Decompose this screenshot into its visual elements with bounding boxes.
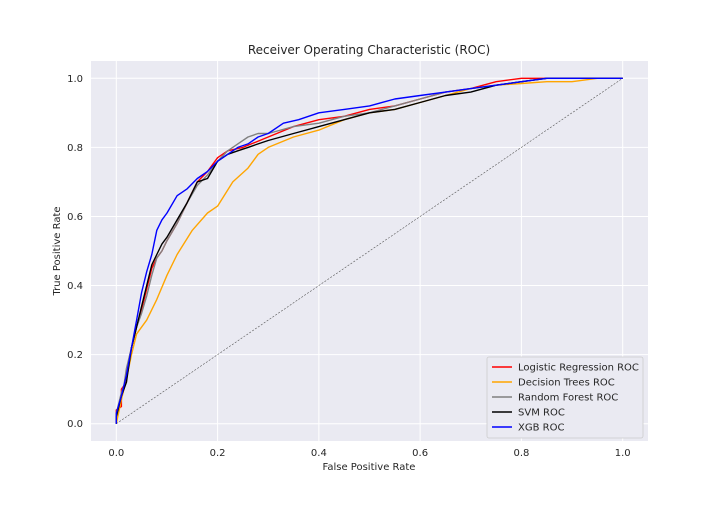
grid xyxy=(91,61,648,441)
chart-title: Receiver Operating Characteristic (ROC) xyxy=(248,43,490,57)
legend-label: SVM ROC xyxy=(518,408,565,419)
series-line-xgb-roc xyxy=(115,77,623,424)
series-line-svm-roc xyxy=(115,77,623,424)
legend-label: Logistic Regression ROC xyxy=(518,363,639,374)
legend-label: XGB ROC xyxy=(518,423,564,434)
y-tick-label: 0.4 xyxy=(67,281,83,292)
x-axis-label: False Positive Rate xyxy=(323,462,416,473)
x-tick-label: 0.2 xyxy=(210,448,226,459)
y-tick-label: 0.8 xyxy=(67,143,83,154)
series-lines xyxy=(115,77,623,424)
diagonal-reference-line xyxy=(116,78,623,424)
x-tick-label: 0.0 xyxy=(108,448,124,459)
x-tick-label: 0.4 xyxy=(311,448,327,459)
legend-box xyxy=(486,356,644,439)
x-tick-label: 1.0 xyxy=(615,448,631,459)
y-axis-label: True Positive Rate xyxy=(52,206,63,296)
x-tick-label: 0.8 xyxy=(513,448,529,459)
y-tick-label: 0.0 xyxy=(67,419,83,430)
axis-ticks: 0.0 0.2 0.4 0.6 0.8 1.0 0.0 0.2 0.4 0.6 0.8 1.0 xyxy=(67,74,631,459)
y-tick-label: 1.0 xyxy=(67,74,83,85)
legend-label: Decision Trees ROC xyxy=(518,378,615,389)
y-tick-label: 0.2 xyxy=(67,350,83,361)
y-tick-label: 0.6 xyxy=(67,212,83,223)
legend: Logistic Regression ROC Decision Trees RO… xyxy=(486,356,644,439)
legend-label: Random Forest ROC xyxy=(518,393,618,404)
x-tick-label: 0.6 xyxy=(412,448,428,459)
